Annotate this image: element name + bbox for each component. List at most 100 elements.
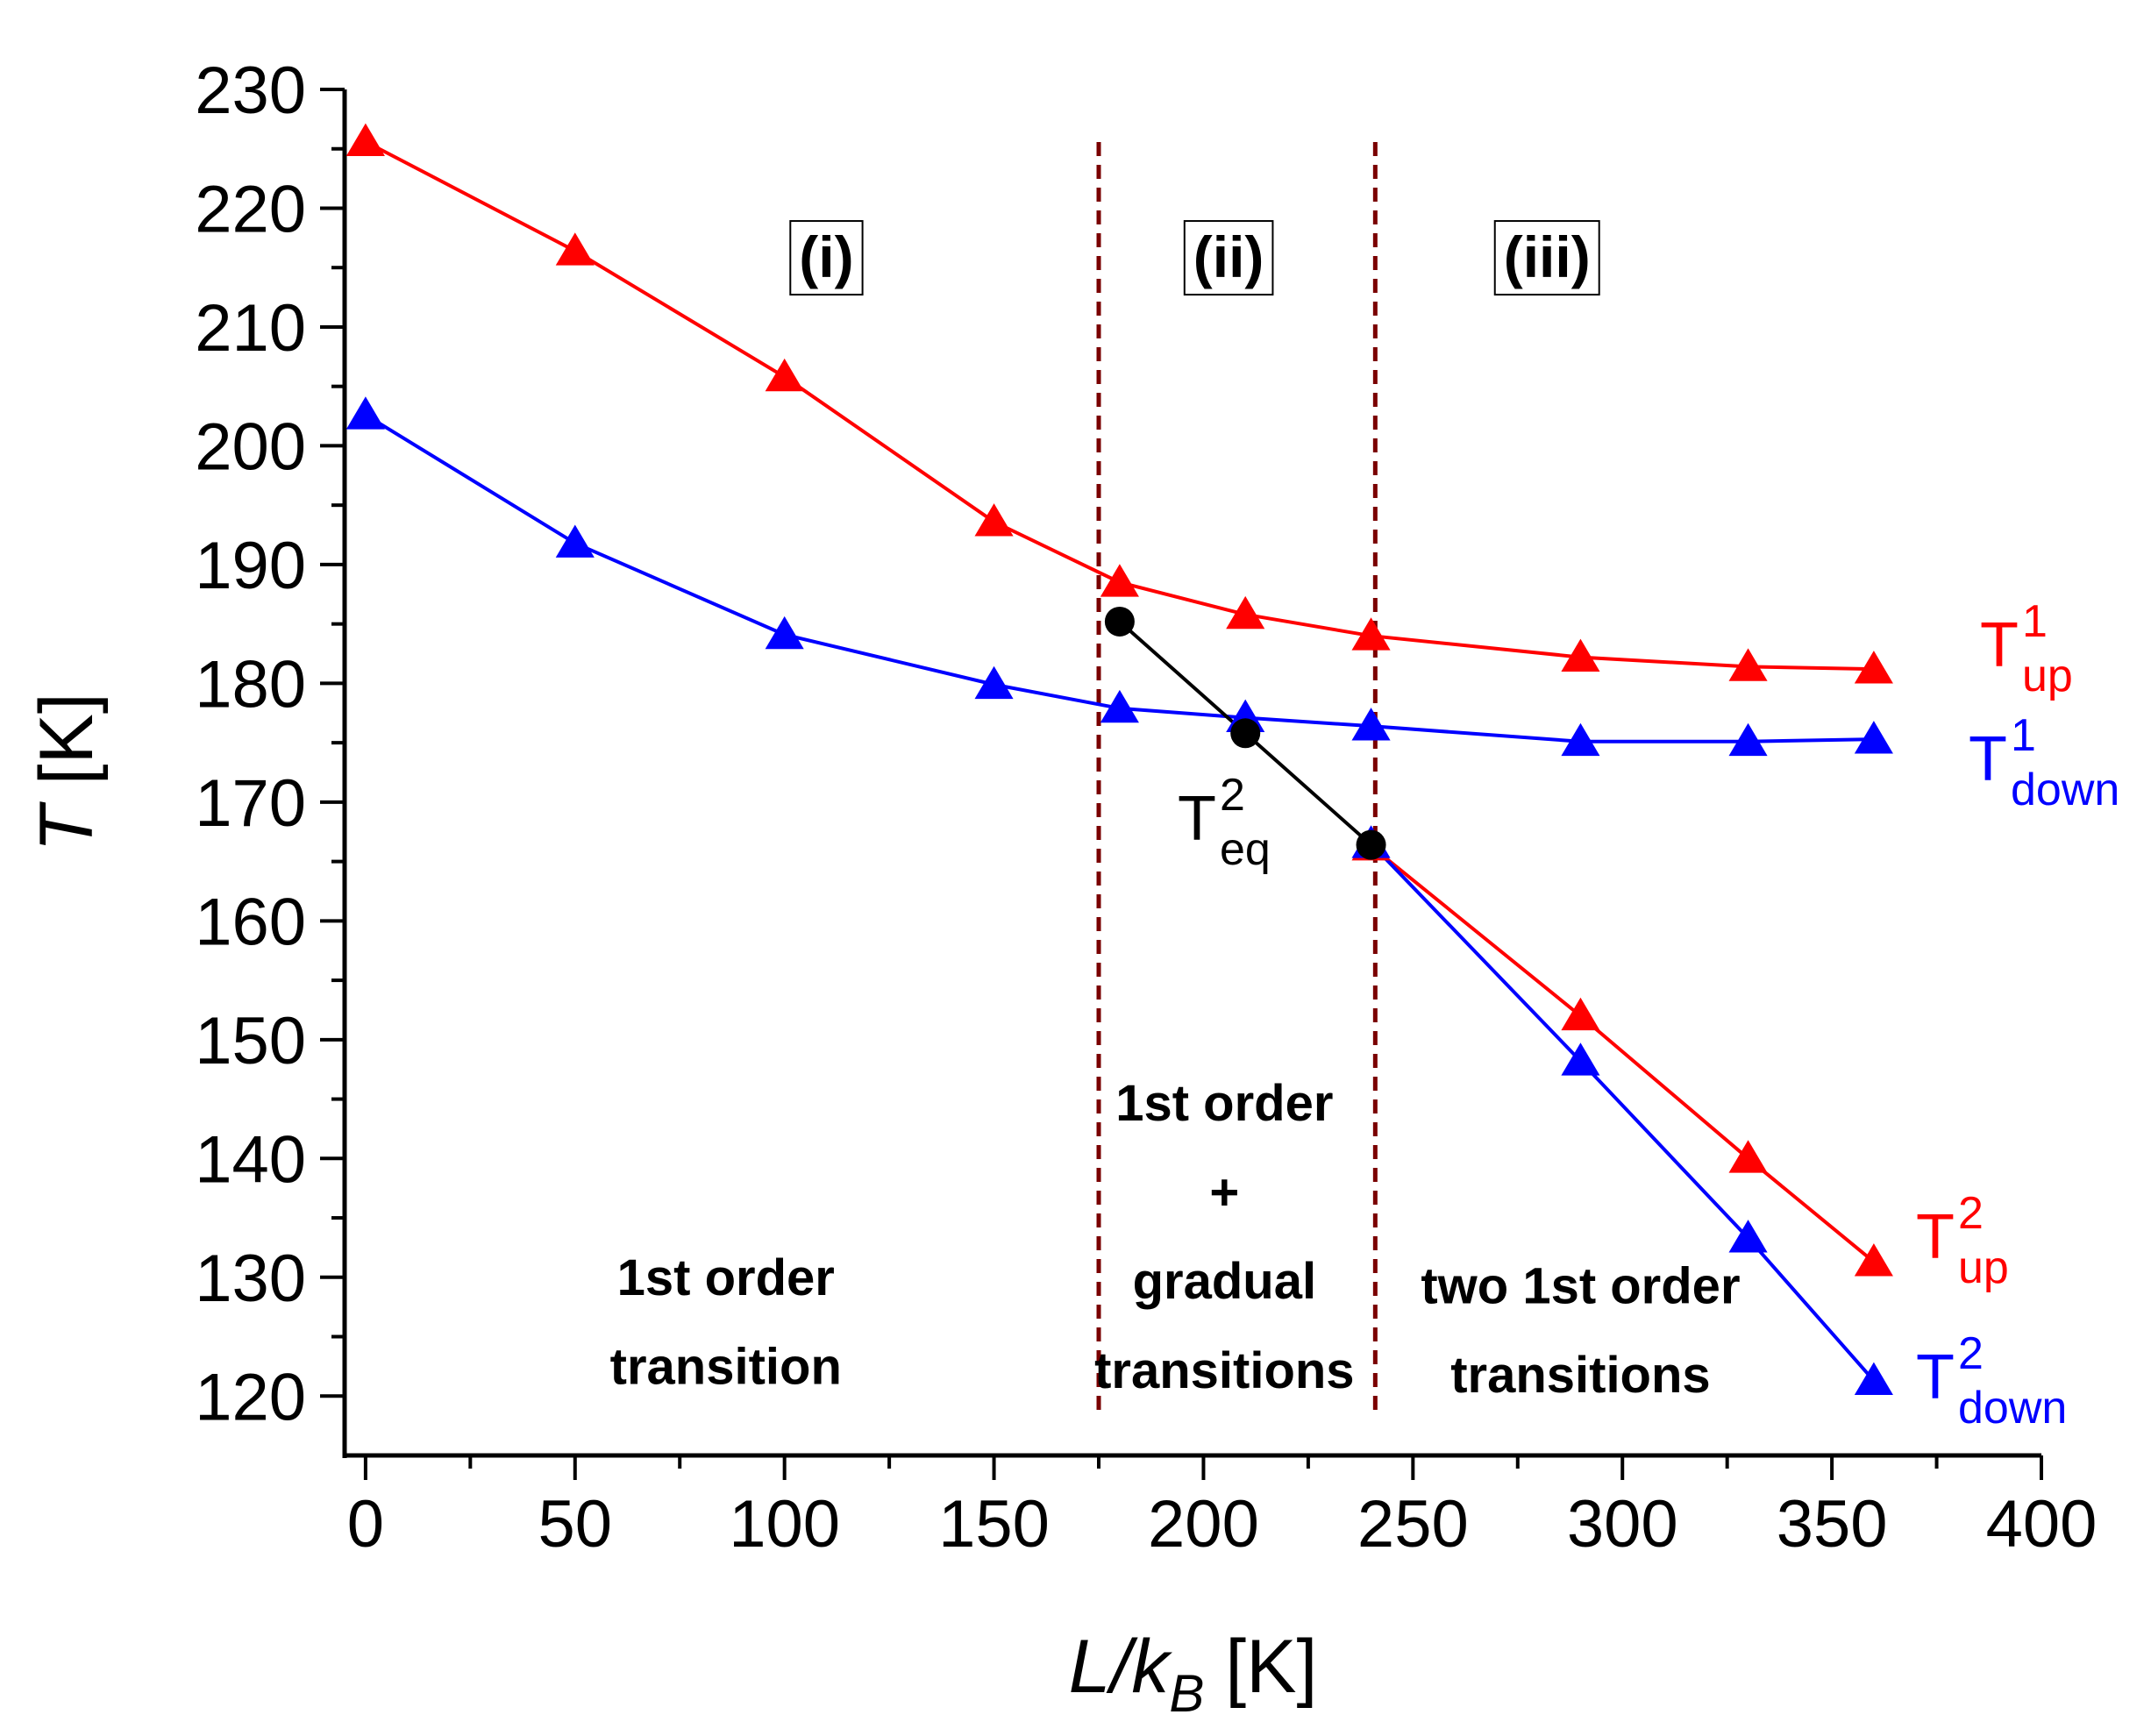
data-point: [1728, 722, 1768, 757]
data-point: [1226, 595, 1265, 630]
region-label-box: [789, 220, 864, 296]
data-point: [1728, 648, 1768, 681]
data-point: [1728, 1140, 1768, 1173]
region-label-box: [1183, 220, 1274, 296]
data-point: [1351, 617, 1391, 651]
data-point: [555, 232, 595, 266]
annotation-text: transitions: [1450, 1347, 1711, 1404]
annotation-text: 1st order: [1115, 1075, 1333, 1132]
data-point: [1351, 708, 1391, 741]
series-label-sup: 1: [2011, 710, 2036, 761]
series-line: [1370, 842, 1876, 1382]
region-label: (iii): [1504, 224, 1591, 289]
data-point: [1854, 1243, 1893, 1277]
y-axis-title-unit: [K]: [25, 693, 109, 806]
series-label-sub: eq: [1220, 824, 1271, 875]
series-label-sup: 2: [1958, 1328, 1984, 1379]
y-tick-label: 150: [195, 1004, 306, 1078]
x-tick-label: 350: [1777, 1487, 1888, 1562]
series-label-main: T: [1916, 1342, 1955, 1412]
data-point: [1561, 722, 1600, 757]
region-label: (ii): [1193, 224, 1264, 289]
x-tick-label: 150: [938, 1487, 1050, 1562]
data-point: [345, 396, 385, 430]
x-axis-title: L/kB [K]: [1069, 1625, 1318, 1723]
region-label-box: [1493, 220, 1600, 296]
y-axis-title: T [K]: [25, 693, 109, 852]
data-point: [1100, 564, 1139, 597]
series-label: T1 up: [1980, 596, 2073, 701]
series-label-sub: up: [2022, 651, 2073, 701]
y-tick-label: 130: [195, 1242, 306, 1316]
data-point: [1854, 1362, 1893, 1396]
data-point: [1561, 997, 1600, 1031]
data-point: [765, 358, 804, 392]
series-label: T2 eq: [1178, 770, 1271, 875]
series-label: T2 up: [1916, 1188, 2009, 1293]
annotation-text: two 1st order: [1421, 1258, 1740, 1315]
series-label-sub: down: [1958, 1383, 2067, 1434]
data-point: [1104, 606, 1135, 637]
y-tick-label: 190: [195, 529, 306, 603]
y-tick-label: 120: [195, 1360, 306, 1434]
series-markers: [345, 123, 1893, 1396]
annotation-text: +: [1209, 1164, 1239, 1221]
data-point: [555, 524, 595, 558]
x-tick-label: 0: [347, 1487, 384, 1562]
y-tick-label: 180: [195, 647, 306, 722]
data-point: [1728, 1220, 1768, 1253]
annotation-text: transitions: [1094, 1342, 1355, 1399]
series-label-sub: down: [2011, 765, 2119, 815]
y-tick-label: 200: [195, 409, 306, 484]
y-tick-label: 220: [195, 172, 306, 246]
x-axis-title-sub: B: [1169, 1664, 1204, 1723]
y-tick-label: 160: [195, 885, 306, 959]
data-point: [1561, 1042, 1600, 1076]
x-axis-title-unit: [K]: [1204, 1625, 1317, 1709]
annotation-text: 1st order: [617, 1249, 835, 1306]
axes: 0 50 100 150 200 250 300 350 400 120 130 140 150 160 1…: [25, 53, 2097, 1723]
series-label-main: T: [1980, 610, 2019, 680]
annotation-text: transition: [610, 1339, 842, 1396]
series-line: [364, 139, 1874, 672]
data-point: [1561, 638, 1600, 672]
series-label-main: T: [1969, 724, 2007, 794]
data-point: [974, 503, 1014, 537]
x-tick-label: 250: [1357, 1487, 1469, 1562]
series-label-sup: 1: [2022, 596, 2048, 647]
series-label: T2 down: [1916, 1328, 2067, 1434]
data-point: [765, 615, 804, 650]
y-tick-label: 140: [195, 1122, 306, 1197]
series-line: [364, 413, 1874, 743]
annotation-text: gradual: [1133, 1253, 1317, 1310]
y-tick-label: 170: [195, 766, 306, 841]
series-label: T1 down: [1969, 710, 2119, 815]
series-label-sup: 2: [1220, 770, 1245, 821]
region-label: (i): [799, 224, 853, 289]
data-point: [974, 665, 1014, 700]
region-dividers: [1096, 142, 1378, 1412]
data-point: [1100, 689, 1139, 723]
series-lines: [364, 139, 1876, 1382]
data-point: [1854, 651, 1893, 684]
x-tick-label: 300: [1567, 1487, 1678, 1562]
data-point: [1356, 829, 1386, 860]
x-tick-label: 50: [538, 1487, 613, 1562]
series-label-sup: 2: [1958, 1188, 1984, 1239]
series-label-main: T: [1916, 1202, 1955, 1272]
x-tick-label: 400: [1986, 1487, 2098, 1562]
series-label-main: T: [1178, 784, 1216, 854]
series-label-sub: up: [1958, 1242, 2009, 1293]
x-tick-label: 100: [729, 1487, 840, 1562]
x-tick-label: 200: [1148, 1487, 1259, 1562]
data-point: [1230, 718, 1261, 749]
data-point: [1854, 721, 1893, 754]
data-point: [345, 123, 385, 156]
y-axis-title-main: T: [25, 801, 109, 852]
y-tick-label: 230: [195, 53, 306, 128]
y-tick-label: 210: [195, 291, 306, 366]
x-axis-title-main: L/k: [1069, 1625, 1173, 1709]
series-line: [1370, 844, 1876, 1263]
